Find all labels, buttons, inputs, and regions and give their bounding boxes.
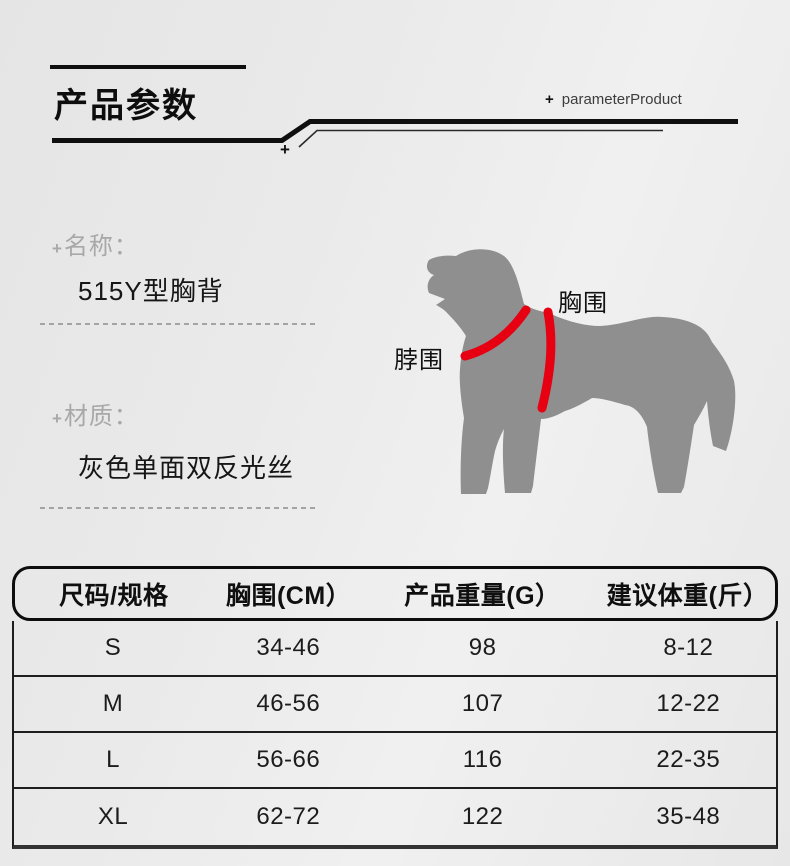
table-row: L 56-66 116 22-35 — [14, 733, 776, 789]
dog-body — [426, 249, 736, 494]
plus-icon: + — [52, 409, 63, 428]
suggested-weight-cell: 22-35 — [656, 746, 721, 773]
col-header-chest: 胸围(CM） — [225, 581, 352, 610]
chest-cell: 46-56 — [256, 690, 321, 717]
plus-icon: + — [545, 91, 554, 108]
neck-girth-label: 脖围 — [394, 347, 444, 374]
header-divider-lines — [52, 119, 738, 148]
spec-value-name: 515Y型胸背 — [78, 276, 224, 306]
chest-cell: 62-72 — [256, 803, 321, 830]
spec-label-name-text: 名称： — [63, 233, 139, 260]
col-header-size: 尺码/规格 — [59, 581, 169, 610]
table-row: XL 62-72 122 35-48 — [14, 789, 776, 845]
col-header-weight: 产品重量(G） — [404, 581, 561, 610]
col-header-suggested-weight: 建议体重(斤） — [606, 581, 769, 610]
size-cell: XL — [97, 803, 129, 830]
chest-girth-label: 胸围 — [558, 290, 608, 317]
plus-marker: + — [280, 140, 290, 159]
table-body: S 34-46 98 8-12 M 46-56 107 12-22 L 56-6… — [12, 621, 778, 849]
plus-icon: + — [52, 239, 63, 258]
spec-label-material: + 材质： — [52, 396, 139, 431]
weight-cell: 107 — [461, 690, 504, 717]
dashed-divider — [40, 323, 318, 325]
chest-cell: 56-66 — [256, 746, 321, 773]
dog-silhouette-illustration — [426, 249, 736, 494]
size-cell: M — [102, 690, 124, 717]
weight-cell: 122 — [461, 803, 504, 830]
title-overline — [50, 65, 246, 69]
table-header-row: 尺码/规格 胸围(CM） 产品重量(G） 建议体重(斤） — [12, 566, 778, 621]
page-title: 产品参数 — [54, 87, 198, 125]
suggested-weight-cell: 35-48 — [656, 803, 721, 830]
header-tag-text: parameterProduct — [561, 91, 682, 108]
spec-label-material-text: 材质： — [63, 403, 139, 430]
spec-value-material: 灰色单面双反光丝 — [78, 453, 295, 483]
size-spec-table: 尺码/规格 胸围(CM） 产品重量(G） 建议体重(斤） S 34-46 98 … — [12, 566, 778, 849]
suggested-weight-cell: 8-12 — [663, 634, 714, 661]
chest-strap — [537, 307, 556, 413]
dashed-divider — [40, 507, 318, 509]
table-row: S 34-46 98 8-12 — [14, 621, 776, 677]
weight-cell: 98 — [468, 634, 497, 661]
size-cell: L — [106, 746, 120, 773]
table-row: M 46-56 107 12-22 — [14, 677, 776, 733]
spec-label-name: + 名称： — [52, 226, 139, 261]
suggested-weight-cell: 12-22 — [656, 690, 721, 717]
chest-cell: 34-46 — [256, 634, 321, 661]
header-tag: + parameterProduct — [545, 91, 682, 108]
neck-strap — [460, 305, 531, 361]
weight-cell: 116 — [462, 746, 503, 773]
size-cell: S — [104, 634, 122, 661]
